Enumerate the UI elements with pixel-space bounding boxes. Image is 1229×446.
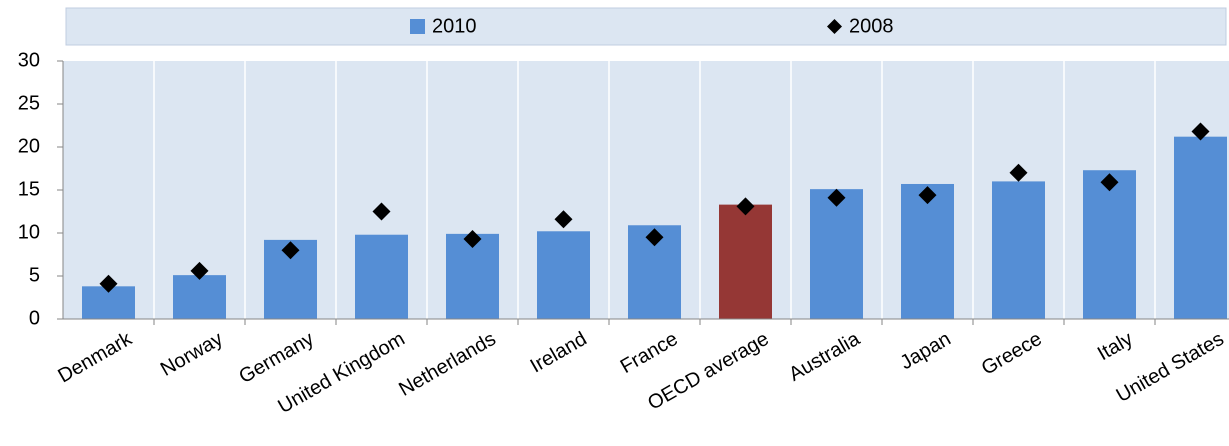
- bar: [810, 189, 863, 319]
- x-tick-label: Ireland: [527, 328, 591, 378]
- y-tick-label: 25: [18, 92, 40, 114]
- marker: [554, 210, 573, 229]
- bar: [446, 233, 499, 319]
- x-tick-label: Australia: [785, 327, 864, 385]
- bar: [355, 234, 408, 319]
- legend-label: 2010: [432, 15, 477, 37]
- bar: [173, 275, 226, 319]
- bar: [901, 183, 954, 319]
- bar: [1174, 136, 1227, 319]
- marker: [645, 228, 664, 247]
- bar: [719, 204, 772, 319]
- x-tick-label: Norway: [157, 328, 227, 381]
- marker: [918, 186, 937, 205]
- y-tick-label: 10: [18, 221, 40, 243]
- y-tick-label: 30: [18, 49, 40, 71]
- x-tick-label: Italy: [1094, 328, 1137, 365]
- bar: [537, 231, 590, 319]
- bar: [1083, 170, 1136, 319]
- x-tick-label: France: [617, 328, 682, 378]
- y-tick-label: 20: [18, 135, 40, 157]
- x-tick-label: Netherlands: [395, 328, 499, 401]
- y-tick-label: 15: [18, 178, 40, 200]
- legend-box: [65, 7, 1227, 46]
- marker: [736, 197, 755, 216]
- y-tick-label: 0: [29, 307, 40, 329]
- x-tick-label: Greece: [978, 328, 1046, 380]
- marker: [1100, 173, 1119, 192]
- x-tick-label: Germany: [235, 328, 317, 388]
- marker: [1009, 163, 1028, 182]
- x-tick-label: Japan: [896, 328, 954, 374]
- legend-swatch: [410, 19, 425, 34]
- marker: [372, 202, 391, 221]
- x-tick-label: Denmark: [54, 327, 136, 387]
- marker: [463, 230, 482, 249]
- marker: [1191, 122, 1210, 141]
- legend-label: 2008: [849, 15, 894, 37]
- marker: [281, 241, 300, 260]
- y-tick-label: 5: [29, 264, 40, 286]
- legend-swatch: [827, 19, 842, 34]
- marker: [99, 274, 118, 293]
- bar: [992, 181, 1045, 319]
- marker: [827, 188, 846, 207]
- marker: [190, 261, 209, 280]
